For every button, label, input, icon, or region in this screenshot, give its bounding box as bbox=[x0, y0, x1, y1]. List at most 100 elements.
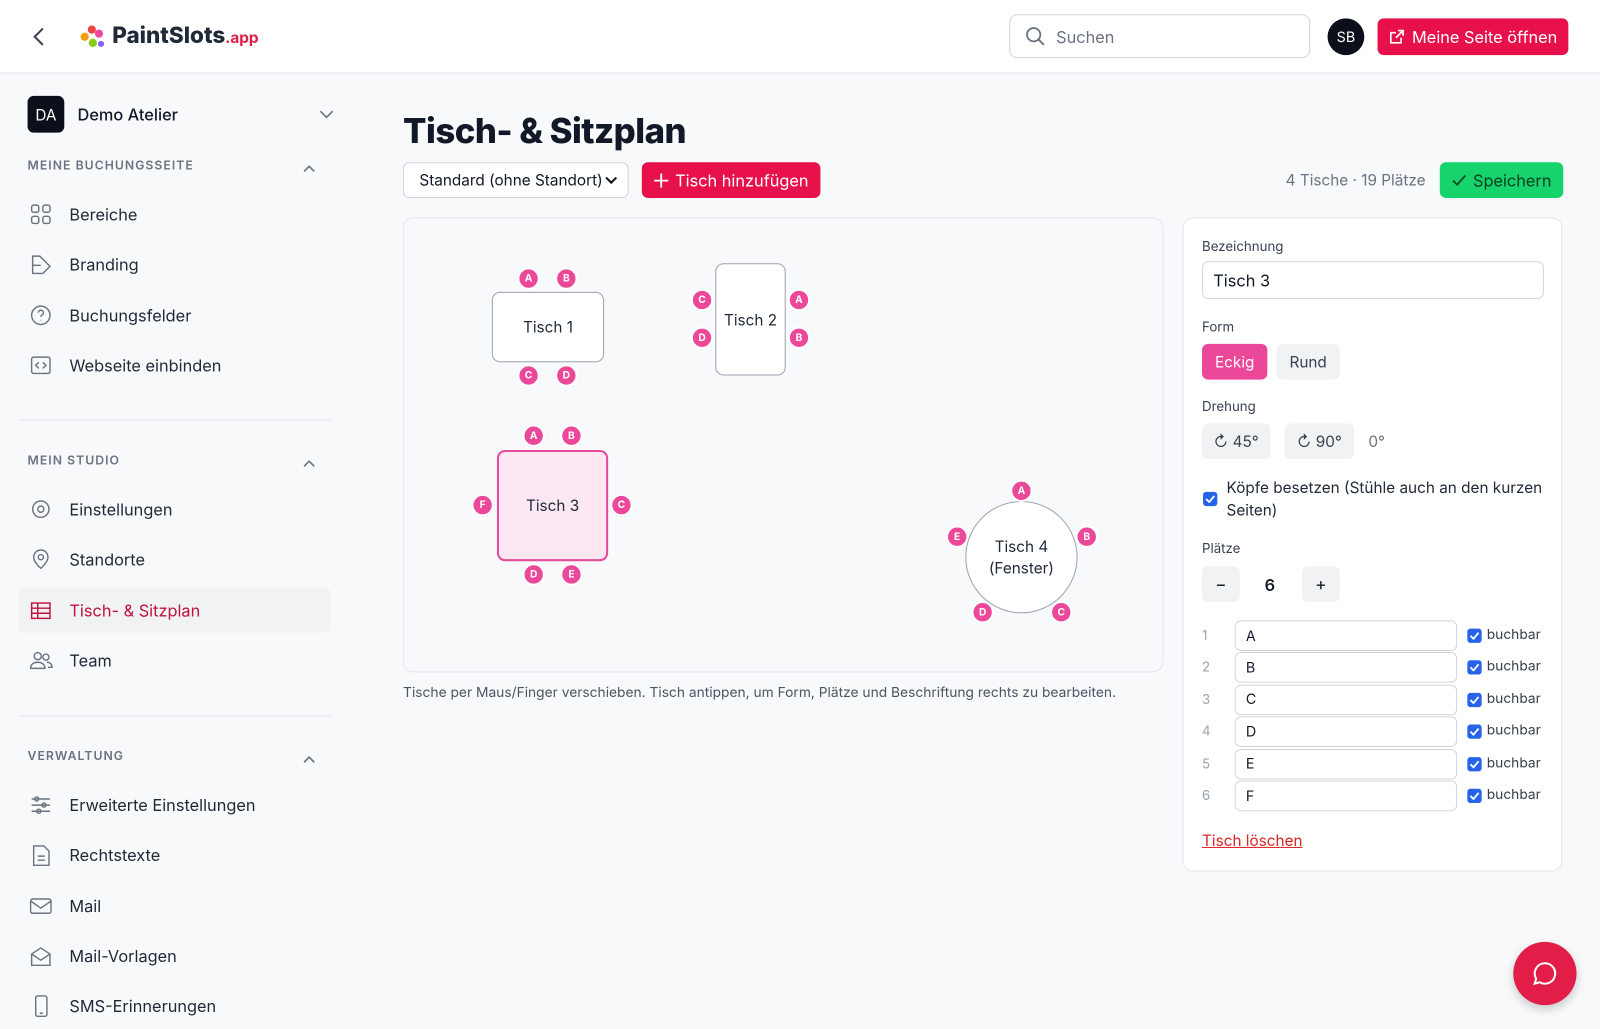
section-toggle[interactable] bbox=[302, 157, 316, 177]
nav-item[interactable]: Standorte bbox=[18, 537, 330, 582]
delete-link[interactable]: Tisch löschen bbox=[1202, 830, 1303, 850]
location-value: Standard (ohne Standort) bbox=[419, 170, 603, 190]
bookable-checkbox[interactable] bbox=[1467, 628, 1482, 643]
bookable-checkbox[interactable] bbox=[1467, 788, 1482, 804]
section-toggle[interactable] bbox=[302, 452, 316, 472]
seat[interactable]: A bbox=[1010, 479, 1033, 503]
check bbox=[1469, 728, 1480, 736]
seat[interactable]: E bbox=[560, 563, 583, 586]
add-table-button[interactable]: Tisch hinzufügen bbox=[641, 162, 821, 198]
avatar[interactable]: SB bbox=[1327, 18, 1365, 56]
nav-item[interactable]: Tisch- & Sitzplan bbox=[18, 587, 331, 633]
table[interactable]: Tisch 1 bbox=[491, 291, 605, 363]
floor-plan[interactable]: Tisch 1 A B C D Tisch 2 A B C D Tisch 3 A B C D E F Tisch… bbox=[403, 217, 1164, 673]
page-title: Tisch- & Sitzplan bbox=[403, 110, 687, 153]
nav-item[interactable]: Webseite einbinden bbox=[18, 343, 330, 388]
bookable-label: buchbar bbox=[1486, 754, 1541, 772]
plus-button[interactable]: + bbox=[1302, 566, 1340, 603]
seat-number: 1 bbox=[1202, 627, 1208, 644]
nav-label: Branding bbox=[69, 254, 139, 275]
seat[interactable]: A bbox=[522, 424, 545, 447]
nav-icon bbox=[34, 995, 48, 1018]
logo-icon bbox=[80, 25, 105, 47]
seat[interactable]: D bbox=[555, 364, 578, 387]
seat-count: 6 bbox=[1264, 573, 1276, 595]
seat[interactable]: C bbox=[1049, 601, 1073, 624]
bookable-label: buchbar bbox=[1486, 658, 1541, 675]
back-button[interactable] bbox=[31, 27, 47, 47]
form-option[interactable]: Rund bbox=[1276, 343, 1340, 380]
heads-checkbox[interactable] bbox=[1203, 491, 1218, 507]
seat-name-input[interactable]: D bbox=[1234, 716, 1458, 748]
nav-item[interactable]: Team bbox=[18, 638, 330, 683]
nav-item[interactable]: Erweiterte Einstellungen bbox=[18, 783, 330, 828]
nav-icon bbox=[31, 500, 50, 519]
heads-label: Köpfe besetzen (Stühle auch an den kurze… bbox=[1226, 477, 1543, 520]
nav-item[interactable]: SMS-Erinnerungen bbox=[18, 984, 330, 1029]
save-button[interactable]: Speichern bbox=[1439, 162, 1564, 198]
summary: 4 Tische · 19 Plätze bbox=[1285, 170, 1426, 190]
section-toggle[interactable] bbox=[302, 748, 316, 768]
nav-item[interactable]: Rechtstexte bbox=[18, 833, 330, 878]
nav-item[interactable]: Buchungsfelder bbox=[18, 292, 330, 337]
seat[interactable]: B bbox=[1075, 525, 1098, 548]
name-input[interactable]: Tisch 3 bbox=[1202, 261, 1544, 299]
table[interactable]: Tisch 3 bbox=[496, 449, 609, 562]
nav-icon bbox=[30, 304, 51, 325]
rotate-button[interactable]: ↻ 90° bbox=[1284, 423, 1355, 460]
rotate-button[interactable]: ↻ 45° bbox=[1202, 423, 1271, 460]
form-option[interactable]: Eckig bbox=[1202, 343, 1268, 380]
bookable-checkbox[interactable] bbox=[1467, 660, 1482, 675]
seat-name-input[interactable]: F bbox=[1234, 780, 1458, 812]
bookable-checkbox[interactable] bbox=[1467, 756, 1482, 772]
seat[interactable]: C bbox=[517, 364, 540, 387]
nav-item[interactable]: Mail bbox=[18, 883, 330, 928]
seat[interactable]: C bbox=[610, 493, 633, 517]
seat-number: 2 bbox=[1202, 659, 1211, 676]
bookable-checkbox[interactable] bbox=[1467, 724, 1482, 739]
seat[interactable]: B bbox=[560, 424, 583, 447]
workspace-chevron[interactable] bbox=[318, 108, 334, 120]
nav-label: Webseite einbinden bbox=[69, 354, 222, 376]
seat[interactable]: B bbox=[555, 267, 578, 290]
checkbox[interactable] bbox=[1203, 491, 1218, 507]
seat[interactable]: B bbox=[787, 326, 811, 349]
table-editor: Bezeichnung Tisch 3 Form Drehung 0° Köpf… bbox=[1182, 217, 1563, 872]
bookable-checkbox[interactable] bbox=[1467, 692, 1482, 707]
workspace-name[interactable]: Demo Atelier bbox=[77, 104, 178, 125]
seat[interactable]: E bbox=[945, 525, 969, 548]
seat[interactable]: C bbox=[690, 288, 714, 312]
seat-name-input[interactable]: E bbox=[1234, 748, 1458, 780]
location-select[interactable]: Standard (ohne Standort) bbox=[403, 162, 629, 198]
seat-number: 4 bbox=[1202, 723, 1211, 740]
header: PaintSlots.app Suchen SB Meine Seite öff… bbox=[0, 0, 1600, 74]
table[interactable]: Tisch 2 bbox=[715, 263, 786, 376]
seat-number: 3 bbox=[1202, 691, 1211, 708]
seat[interactable]: D bbox=[522, 563, 545, 586]
nav-item[interactable]: Mail-Vorlagen bbox=[18, 934, 330, 979]
logo-name: PaintSlots bbox=[112, 22, 226, 49]
seat-name-input[interactable]: C bbox=[1234, 684, 1458, 716]
search-placeholder: Suchen bbox=[1056, 26, 1115, 47]
seat[interactable]: D bbox=[971, 601, 994, 624]
chat-button[interactable] bbox=[1513, 941, 1577, 1006]
seat[interactable]: A bbox=[787, 288, 811, 312]
logo[interactable]: PaintSlots.app bbox=[112, 22, 258, 49]
seat-name-input[interactable]: B bbox=[1234, 652, 1458, 684]
nav-label: Standorte bbox=[69, 549, 145, 570]
seat-name-input[interactable]: A bbox=[1234, 620, 1458, 652]
nav-item[interactable]: Bereiche bbox=[18, 192, 330, 237]
nav-label: Team bbox=[69, 649, 112, 671]
search[interactable]: Suchen bbox=[1009, 14, 1311, 59]
nav-item[interactable]: Branding bbox=[18, 242, 330, 287]
seat[interactable]: A bbox=[517, 267, 540, 290]
seat[interactable]: F bbox=[471, 493, 494, 517]
seat[interactable]: D bbox=[690, 326, 714, 349]
nav-item[interactable]: Einstellungen bbox=[18, 487, 330, 532]
check bbox=[1469, 664, 1480, 672]
minus-button[interactable]: − bbox=[1202, 566, 1240, 603]
open-site-button[interactable]: Meine Seite öffnen bbox=[1377, 18, 1569, 56]
nav-label: Mail-Vorlagen bbox=[69, 945, 177, 967]
table[interactable]: Tisch 4 (Fenster) bbox=[965, 501, 1078, 614]
